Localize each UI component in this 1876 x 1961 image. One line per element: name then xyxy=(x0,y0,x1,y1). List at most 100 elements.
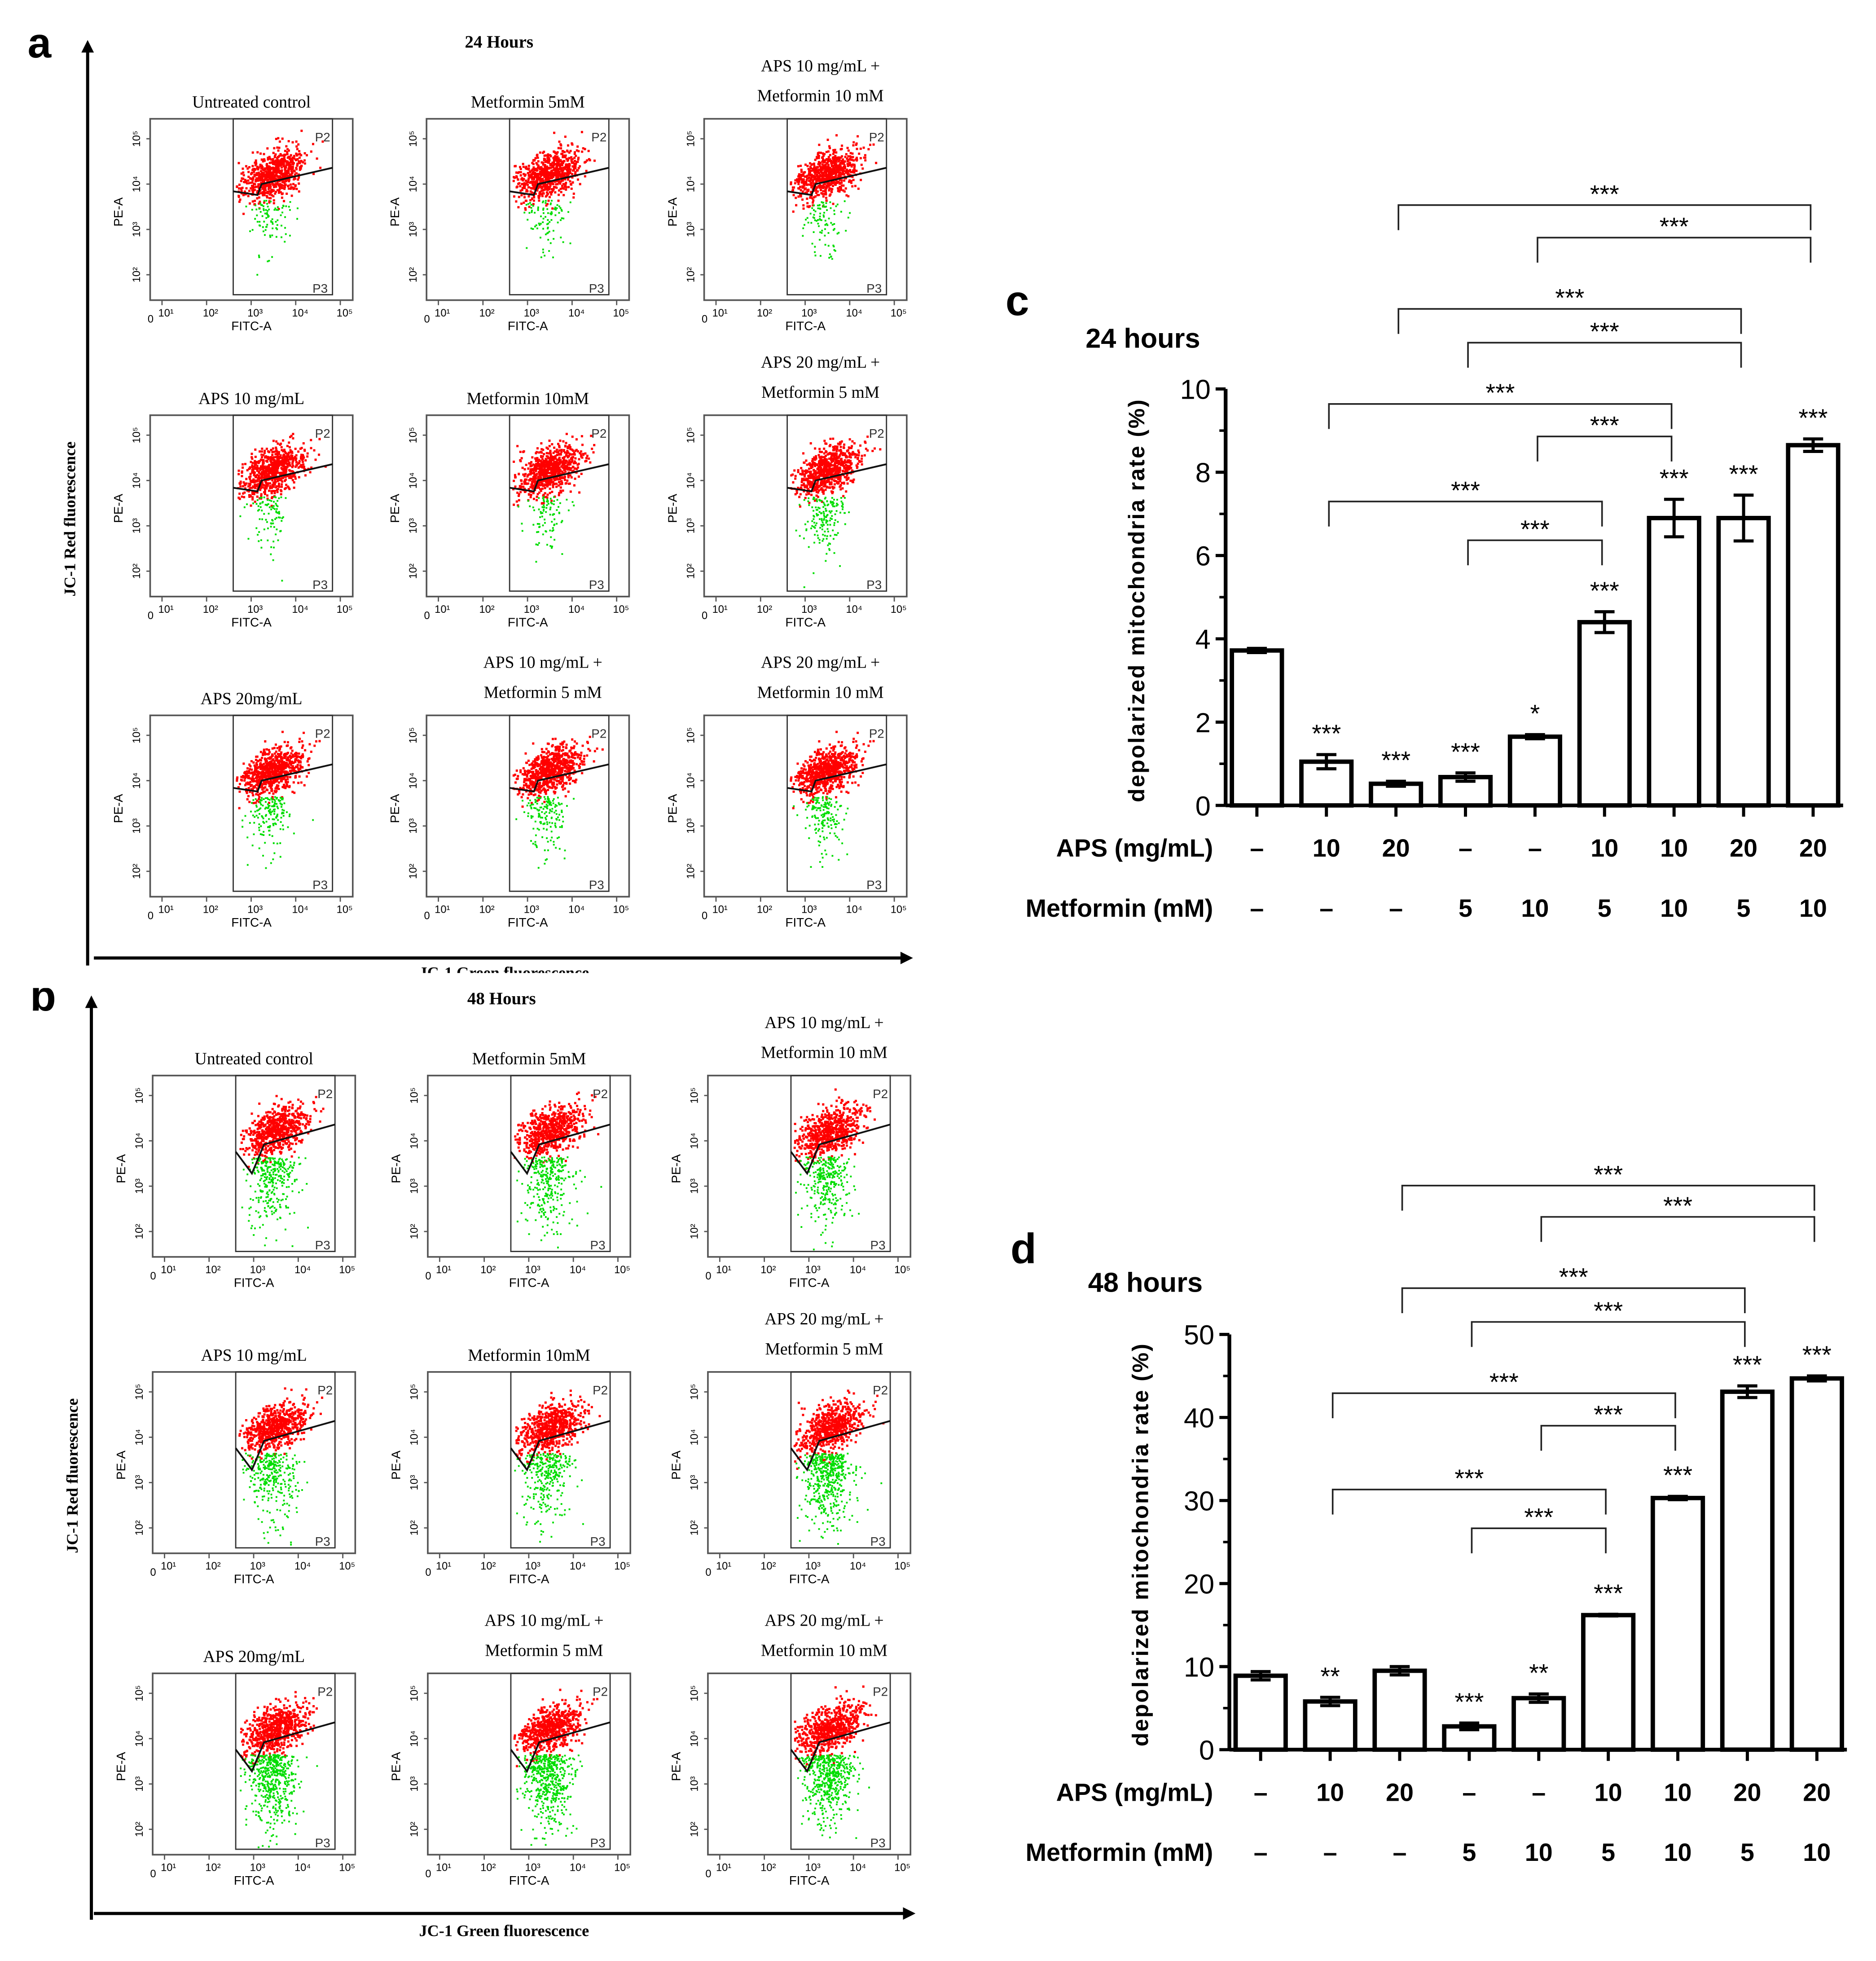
y-axis-label: PE-A xyxy=(669,1451,683,1480)
arrow-head-icon xyxy=(81,40,94,53)
plot-frame xyxy=(426,118,630,301)
x-tick-label: 10² xyxy=(757,904,772,916)
plot-frame xyxy=(149,714,354,898)
bar xyxy=(1230,648,1284,808)
x-tick-label: 10⁵ xyxy=(337,604,353,616)
aps-dose-label: – xyxy=(1532,1778,1546,1806)
gate-label-p3: P3 xyxy=(870,1238,886,1252)
panel-title: 48 Hours xyxy=(467,989,536,1008)
gate-label-p3: P3 xyxy=(315,1535,330,1548)
error-bar xyxy=(1664,497,1684,539)
y-tick-label: 10⁴ xyxy=(131,176,143,192)
panel-label-a: a xyxy=(28,19,52,67)
error-bar xyxy=(1803,437,1823,453)
y-tick-label: 10² xyxy=(685,267,697,282)
y-tick-label: 10³ xyxy=(409,1178,421,1194)
x-tick-label: 10² xyxy=(479,604,494,616)
x-tick-label: 10³ xyxy=(247,604,263,616)
bar xyxy=(1581,1613,1636,1752)
gate-line xyxy=(790,1420,891,1472)
flow-plot: Untreated control P2 P3 10² 10³ 10⁴ 10⁵ PE-A 0 10… xyxy=(114,1050,356,1290)
x-tick-label: 10² xyxy=(760,1862,776,1873)
x-tick-label: 0 xyxy=(150,1868,156,1880)
y-tick-label: 10⁵ xyxy=(131,727,143,743)
y-axis-label: PE-A xyxy=(111,493,125,523)
x-tick-label: 10¹ xyxy=(716,1561,731,1572)
x-axis-label: FITC-A xyxy=(508,915,548,929)
x-axis-label: FITC-A xyxy=(789,1873,830,1887)
red-population-dots xyxy=(793,1088,876,1170)
x-tick-label: 10⁴ xyxy=(294,1862,311,1873)
y-tick-label: 10⁵ xyxy=(409,1685,421,1702)
green-population-dots xyxy=(795,1452,883,1545)
x-tick-label: 10⁴ xyxy=(292,308,308,319)
x-tick-label: 0 xyxy=(702,314,707,325)
y-tick-label: 50 xyxy=(1184,1320,1214,1350)
gate-box xyxy=(233,715,334,892)
comparison-bracket xyxy=(1397,204,1812,230)
gate-line xyxy=(787,763,887,793)
gate-box xyxy=(233,118,334,295)
plot-title: Metformin 10 mM xyxy=(757,683,884,702)
x-tick-label: 0 xyxy=(424,610,430,622)
gate-label-p2: P2 xyxy=(593,1383,608,1397)
x-tick-label: 10¹ xyxy=(161,1264,176,1276)
gate-box xyxy=(786,118,887,295)
y-tick-label: 10³ xyxy=(131,818,143,834)
x-tick-label: 10⁴ xyxy=(850,1264,866,1276)
significance-label: *** xyxy=(1663,1461,1692,1489)
y-tick-label: 10³ xyxy=(689,1178,701,1194)
y-tick-label: 10⁴ xyxy=(408,176,419,192)
metformin-dose-label: – xyxy=(1319,894,1333,922)
panel-title: 24 Hours xyxy=(465,32,533,52)
significance-label: ** xyxy=(1320,1662,1340,1690)
error-bar xyxy=(1525,733,1545,741)
x-tick-label: 10¹ xyxy=(436,1264,451,1276)
error-bar xyxy=(1455,771,1476,783)
x-tick-label: 10⁴ xyxy=(846,904,862,916)
flow-plot: Metformin 5mM P2 P3 10² 10³ 10⁴ 10⁵ PE-A 0 10¹ 10²… xyxy=(389,1050,632,1290)
aps-dose-label: 10 xyxy=(1660,834,1688,862)
x-tick-label: 10⁵ xyxy=(613,904,629,916)
flow-plot: APS 10 mg/mL + Metformin 5 mM P2 P3 10² 10³ 10… xyxy=(389,1611,632,1887)
gate-label-p3: P3 xyxy=(866,578,882,592)
red-population-dots xyxy=(236,730,321,809)
gate-label-p2: P2 xyxy=(873,1383,888,1397)
gate-box xyxy=(235,1075,336,1252)
metformin-dose-label: – xyxy=(1254,1838,1268,1866)
y-tick-label: 10⁵ xyxy=(131,427,143,443)
x-axis-label: FITC-A xyxy=(789,1572,830,1586)
x-tick-label: 10² xyxy=(480,1264,496,1276)
x-tick-label: 10⁴ xyxy=(850,1862,866,1873)
y-tick-label: 10⁴ xyxy=(134,1429,145,1445)
plot-title: Untreated control xyxy=(192,93,311,112)
x-tick-label: 10⁵ xyxy=(614,1561,630,1572)
comparison-label: *** xyxy=(1451,477,1480,505)
comparison-label: *** xyxy=(1454,1464,1484,1492)
gate-label-p2: P2 xyxy=(591,727,606,741)
flow-plot: APS 20mg/mL P2 P3 10² 10³ 10⁴ 10⁵ PE-A 0 10¹ 10² 10… xyxy=(111,689,354,929)
red-population-dots xyxy=(790,730,875,809)
y-tick-label: 10² xyxy=(689,1520,701,1535)
comparison-label: *** xyxy=(1555,284,1584,312)
y-axis-title: depolarized mitochondria rate (%) xyxy=(1128,1343,1153,1747)
gate-label-p3: P3 xyxy=(590,1535,606,1548)
arrow-head-icon xyxy=(900,951,913,964)
bar xyxy=(1303,1699,1358,1752)
bar xyxy=(1786,443,1841,808)
plot-title: Metformin 5 mM xyxy=(485,1641,603,1660)
plot-title: APS 10 mg/mL xyxy=(198,389,304,408)
x-axis-label: FITC-A xyxy=(509,1275,549,1289)
x-tick-label: 0 xyxy=(702,910,707,922)
gate-label-p3: P3 xyxy=(589,578,604,592)
metformin-dose-label: – xyxy=(1323,1838,1337,1866)
x-tick-label: 10¹ xyxy=(712,308,728,319)
gate-label-p2: P2 xyxy=(315,426,330,440)
x-tick-label: 10² xyxy=(757,604,772,616)
x-tick-label: 10² xyxy=(203,904,218,916)
chart-title: 24 hours xyxy=(1085,323,1200,353)
comparison-bracket xyxy=(1401,1287,1746,1313)
flow-plot: APS 20 mg/mL + Metformin 5 mM P2 P3 10² 10³ 10… xyxy=(669,1310,912,1586)
